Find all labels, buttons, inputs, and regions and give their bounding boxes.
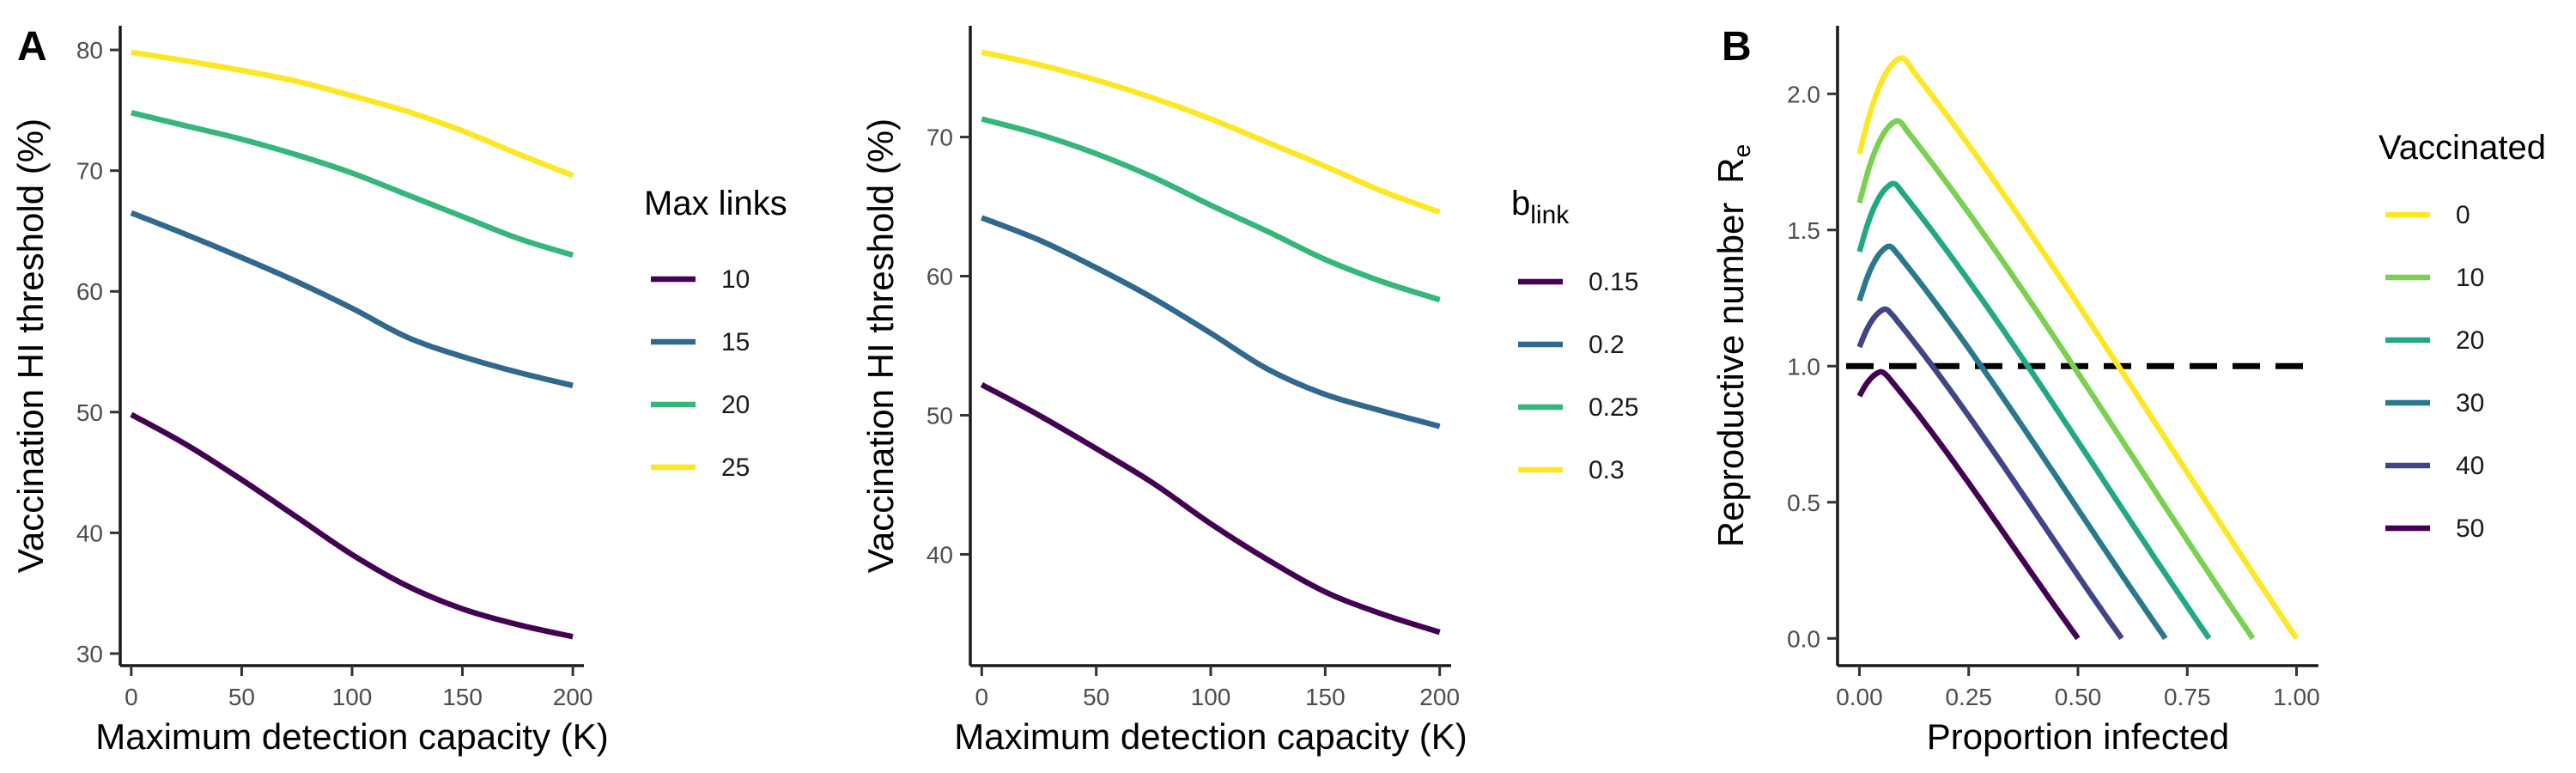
x-tick-label: 150 (1305, 684, 1346, 710)
series-line-30 (1856, 243, 2168, 641)
x-tick-label: 200 (553, 684, 593, 710)
x-axis-title: Proportion infected (1927, 716, 2230, 757)
legend-label: 20 (721, 391, 750, 419)
series-line-25 (131, 49, 574, 179)
y-tick-label: 1.5 (1787, 217, 1820, 244)
x-tick-label: 0.50 (2055, 684, 2102, 710)
x-tick-label: 0.00 (1836, 684, 1883, 710)
y-tick-label: 1.0 (1787, 353, 1820, 380)
series-line-10 (130, 411, 574, 640)
y-tick-label: 60 (927, 264, 953, 290)
x-tick-label: 50 (1083, 684, 1109, 710)
x-tick-label: 50 (228, 684, 255, 710)
panel-2: 0 50 100 150 200 40 50 60 70 Maximum detection ca… (860, 26, 1638, 757)
series-line-0.2 (981, 215, 1441, 429)
legend-label: 0.3 (1589, 456, 1625, 484)
x-tick-label: 200 (1419, 684, 1460, 710)
legend-label: 25 (721, 453, 750, 482)
y-tick-label: 0.0 (1787, 625, 1820, 652)
series-line-0 (1856, 55, 2300, 641)
y-tick-label: 50 (76, 399, 103, 426)
legend: Vaccinated 0 10 20 30 40 50 (2379, 129, 2546, 543)
y-tick-label: 80 (76, 37, 103, 64)
legend-title: blink (1511, 185, 1570, 229)
legend-label: 0.2 (1589, 331, 1625, 359)
x-tick-label: 100 (1191, 684, 1231, 710)
legend-label: 0.15 (1589, 268, 1638, 296)
y-tick-label: 2.0 (1787, 81, 1820, 107)
series-line-40 (1856, 306, 2124, 641)
legend-label: 10 (2456, 264, 2484, 292)
x-axis-title: Maximum detection capacity (K) (954, 716, 1467, 757)
y-tick-label: 50 (927, 402, 953, 429)
x-tick-label: 100 (332, 684, 373, 710)
series-line-20 (1856, 180, 2212, 641)
legend: Max links 10 15 20 25 (644, 185, 787, 482)
x-tick-label: 0 (125, 684, 138, 710)
series-line-0.25 (981, 116, 1441, 303)
legend-title: Max links (644, 185, 787, 222)
legend-label: 20 (2456, 326, 2484, 355)
panel-1: 0 50 100 150 200 30 40 50 60 70 80 Maximum detectio… (10, 24, 787, 757)
legend-label: 10 (721, 265, 750, 294)
panel-label: A (17, 24, 47, 70)
series-line-0.3 (981, 49, 1441, 216)
x-tick-label: 0.25 (1945, 684, 1992, 710)
x-tick-label: 0.75 (2164, 684, 2211, 710)
y-tick-label: 30 (76, 641, 103, 667)
legend-label: 50 (2456, 514, 2484, 543)
y-axis-title: Vaccination HI threshold (%) (10, 119, 51, 573)
x-tick-label: 0 (975, 684, 989, 710)
y-tick-label: 60 (76, 278, 103, 305)
x-tick-label: 1.00 (2273, 684, 2320, 710)
series-line-20 (131, 110, 574, 259)
panel-3: 0.00 0.25 0.50 0.75 1.00 0.0 0.5 1.0 1.5 2.0 Propo… (1710, 24, 2546, 757)
panel-label: B (1722, 24, 1752, 70)
x-tick-label: 150 (442, 684, 483, 710)
legend-label: 0 (2456, 201, 2470, 229)
y-tick-label: 70 (76, 158, 103, 185)
y-tick-label: 40 (76, 520, 103, 546)
series-line-0.15 (980, 381, 1441, 636)
legend-label: 0.25 (1589, 393, 1638, 422)
legend-label: 40 (2456, 452, 2484, 480)
legend: blink 0.15 0.2 0.25 0.3 (1511, 185, 1638, 484)
legend-label: 15 (721, 328, 750, 356)
series-line-10 (1856, 118, 2256, 641)
series-line-15 (130, 210, 574, 389)
series-line-50 (1856, 368, 2081, 641)
y-tick-label: 40 (927, 541, 953, 568)
y-tick-label: 0.5 (1787, 490, 1820, 516)
legend-label: 30 (2456, 389, 2484, 417)
y-axis-title: Vaccination HI threshold (%) (860, 119, 901, 573)
x-axis-title: Maximum detection capacity (K) (95, 716, 609, 757)
legend-title: Vaccinated (2379, 129, 2546, 167)
y-tick-label: 70 (927, 125, 953, 151)
y-axis-title: Reproductive numberRe (1710, 144, 1755, 547)
